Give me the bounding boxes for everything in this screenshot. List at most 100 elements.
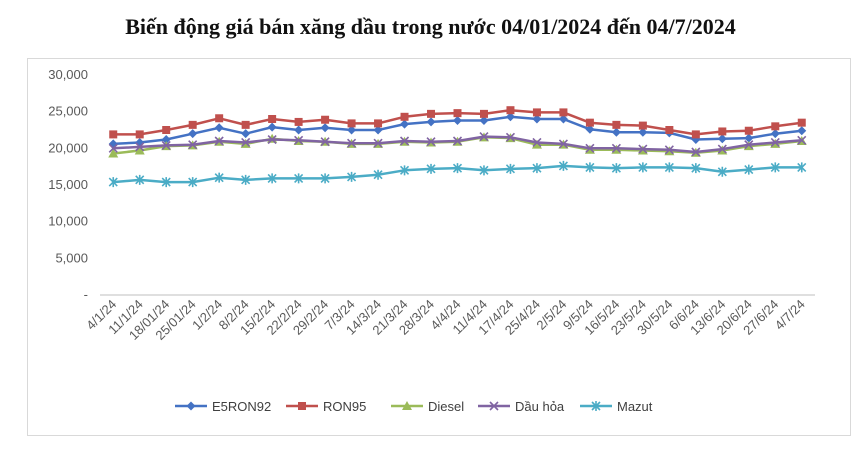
data-point (188, 129, 198, 139)
legend-label-3: Dầu hỏa (515, 399, 565, 414)
legend-label-2: Diesel (428, 399, 464, 414)
data-point (373, 138, 383, 148)
data-point (426, 163, 436, 174)
data-point (717, 144, 727, 154)
data-point (664, 162, 674, 173)
data-point (400, 119, 410, 129)
data-point (532, 163, 542, 174)
data-point (109, 130, 118, 139)
data-point (134, 145, 145, 155)
data-point (664, 145, 674, 155)
data-point (744, 126, 753, 135)
data-point (347, 171, 357, 182)
data-point (717, 166, 727, 177)
data-point (426, 137, 436, 147)
data-point (241, 174, 251, 185)
data-point (770, 129, 780, 139)
data-point (294, 125, 304, 135)
data-point (347, 119, 356, 128)
data-point (479, 132, 489, 142)
data-point (744, 164, 754, 175)
data-point (320, 123, 330, 133)
y-tick-label: 10,000 (48, 214, 88, 229)
data-point (373, 125, 383, 135)
data-point (611, 127, 621, 137)
data-point (135, 130, 144, 139)
data-point (585, 143, 595, 153)
data-point (161, 135, 171, 145)
data-point (267, 173, 277, 184)
data-point (638, 121, 647, 130)
data-point (188, 120, 197, 129)
data-point (215, 114, 224, 123)
data-point (320, 137, 330, 147)
data-point (638, 144, 648, 154)
data-point (162, 126, 171, 134)
data-point (797, 118, 806, 127)
legend-marker-2 (402, 401, 412, 410)
data-point (770, 137, 780, 148)
data-point (161, 140, 171, 150)
data-point (479, 109, 488, 118)
data-point (427, 109, 436, 118)
data-point (797, 126, 807, 136)
y-tick-label: 25,000 (48, 104, 88, 119)
data-point (612, 120, 621, 129)
data-point (585, 118, 594, 127)
data-point (188, 140, 198, 150)
data-point (505, 132, 516, 142)
data-point (744, 133, 754, 143)
y-tick-label: 30,000 (48, 67, 88, 82)
legend-label-1: RON95 (323, 399, 366, 414)
data-point (294, 117, 303, 126)
data-point (135, 174, 145, 185)
data-point (214, 136, 224, 146)
data-point (505, 163, 516, 174)
data-point (638, 162, 648, 173)
data-point (135, 142, 145, 152)
data-point (374, 119, 383, 128)
data-point (691, 130, 700, 139)
data-point (717, 134, 727, 144)
data-point (479, 115, 489, 125)
data-point (108, 177, 118, 188)
data-point (188, 177, 198, 188)
data-point (770, 162, 780, 173)
data-point (479, 165, 489, 176)
data-point (452, 163, 463, 174)
data-point (691, 163, 701, 174)
data-point (214, 172, 224, 183)
y-tick-label: - (84, 287, 88, 302)
data-point (241, 129, 251, 139)
data-point (452, 136, 463, 146)
data-point (585, 124, 595, 134)
data-point (531, 139, 542, 149)
data-point (347, 125, 357, 135)
legend-marker-4 (591, 401, 601, 411)
data-point (426, 117, 436, 127)
data-point (638, 127, 648, 137)
y-tick-label: 15,000 (48, 177, 88, 192)
chart-title: Biến động giá bán xăng dầu trong nước 04… (125, 14, 736, 39)
x-tick-label: 4/7/24 (772, 297, 808, 333)
data-point (108, 148, 119, 158)
data-point (558, 160, 568, 171)
data-point (347, 138, 357, 148)
data-point (718, 127, 727, 136)
data-point (532, 114, 542, 124)
data-point (797, 162, 807, 173)
data-point (294, 135, 304, 145)
data-point (241, 137, 251, 148)
data-point (373, 169, 383, 180)
data-point (797, 135, 807, 145)
data-point (214, 123, 224, 133)
data-point (453, 115, 462, 125)
data-point (320, 173, 330, 184)
data-point (585, 162, 595, 173)
data-point (321, 115, 330, 124)
data-point (506, 106, 515, 115)
legend-marker-3 (489, 401, 499, 411)
data-point (108, 143, 118, 153)
data-point (453, 109, 462, 118)
